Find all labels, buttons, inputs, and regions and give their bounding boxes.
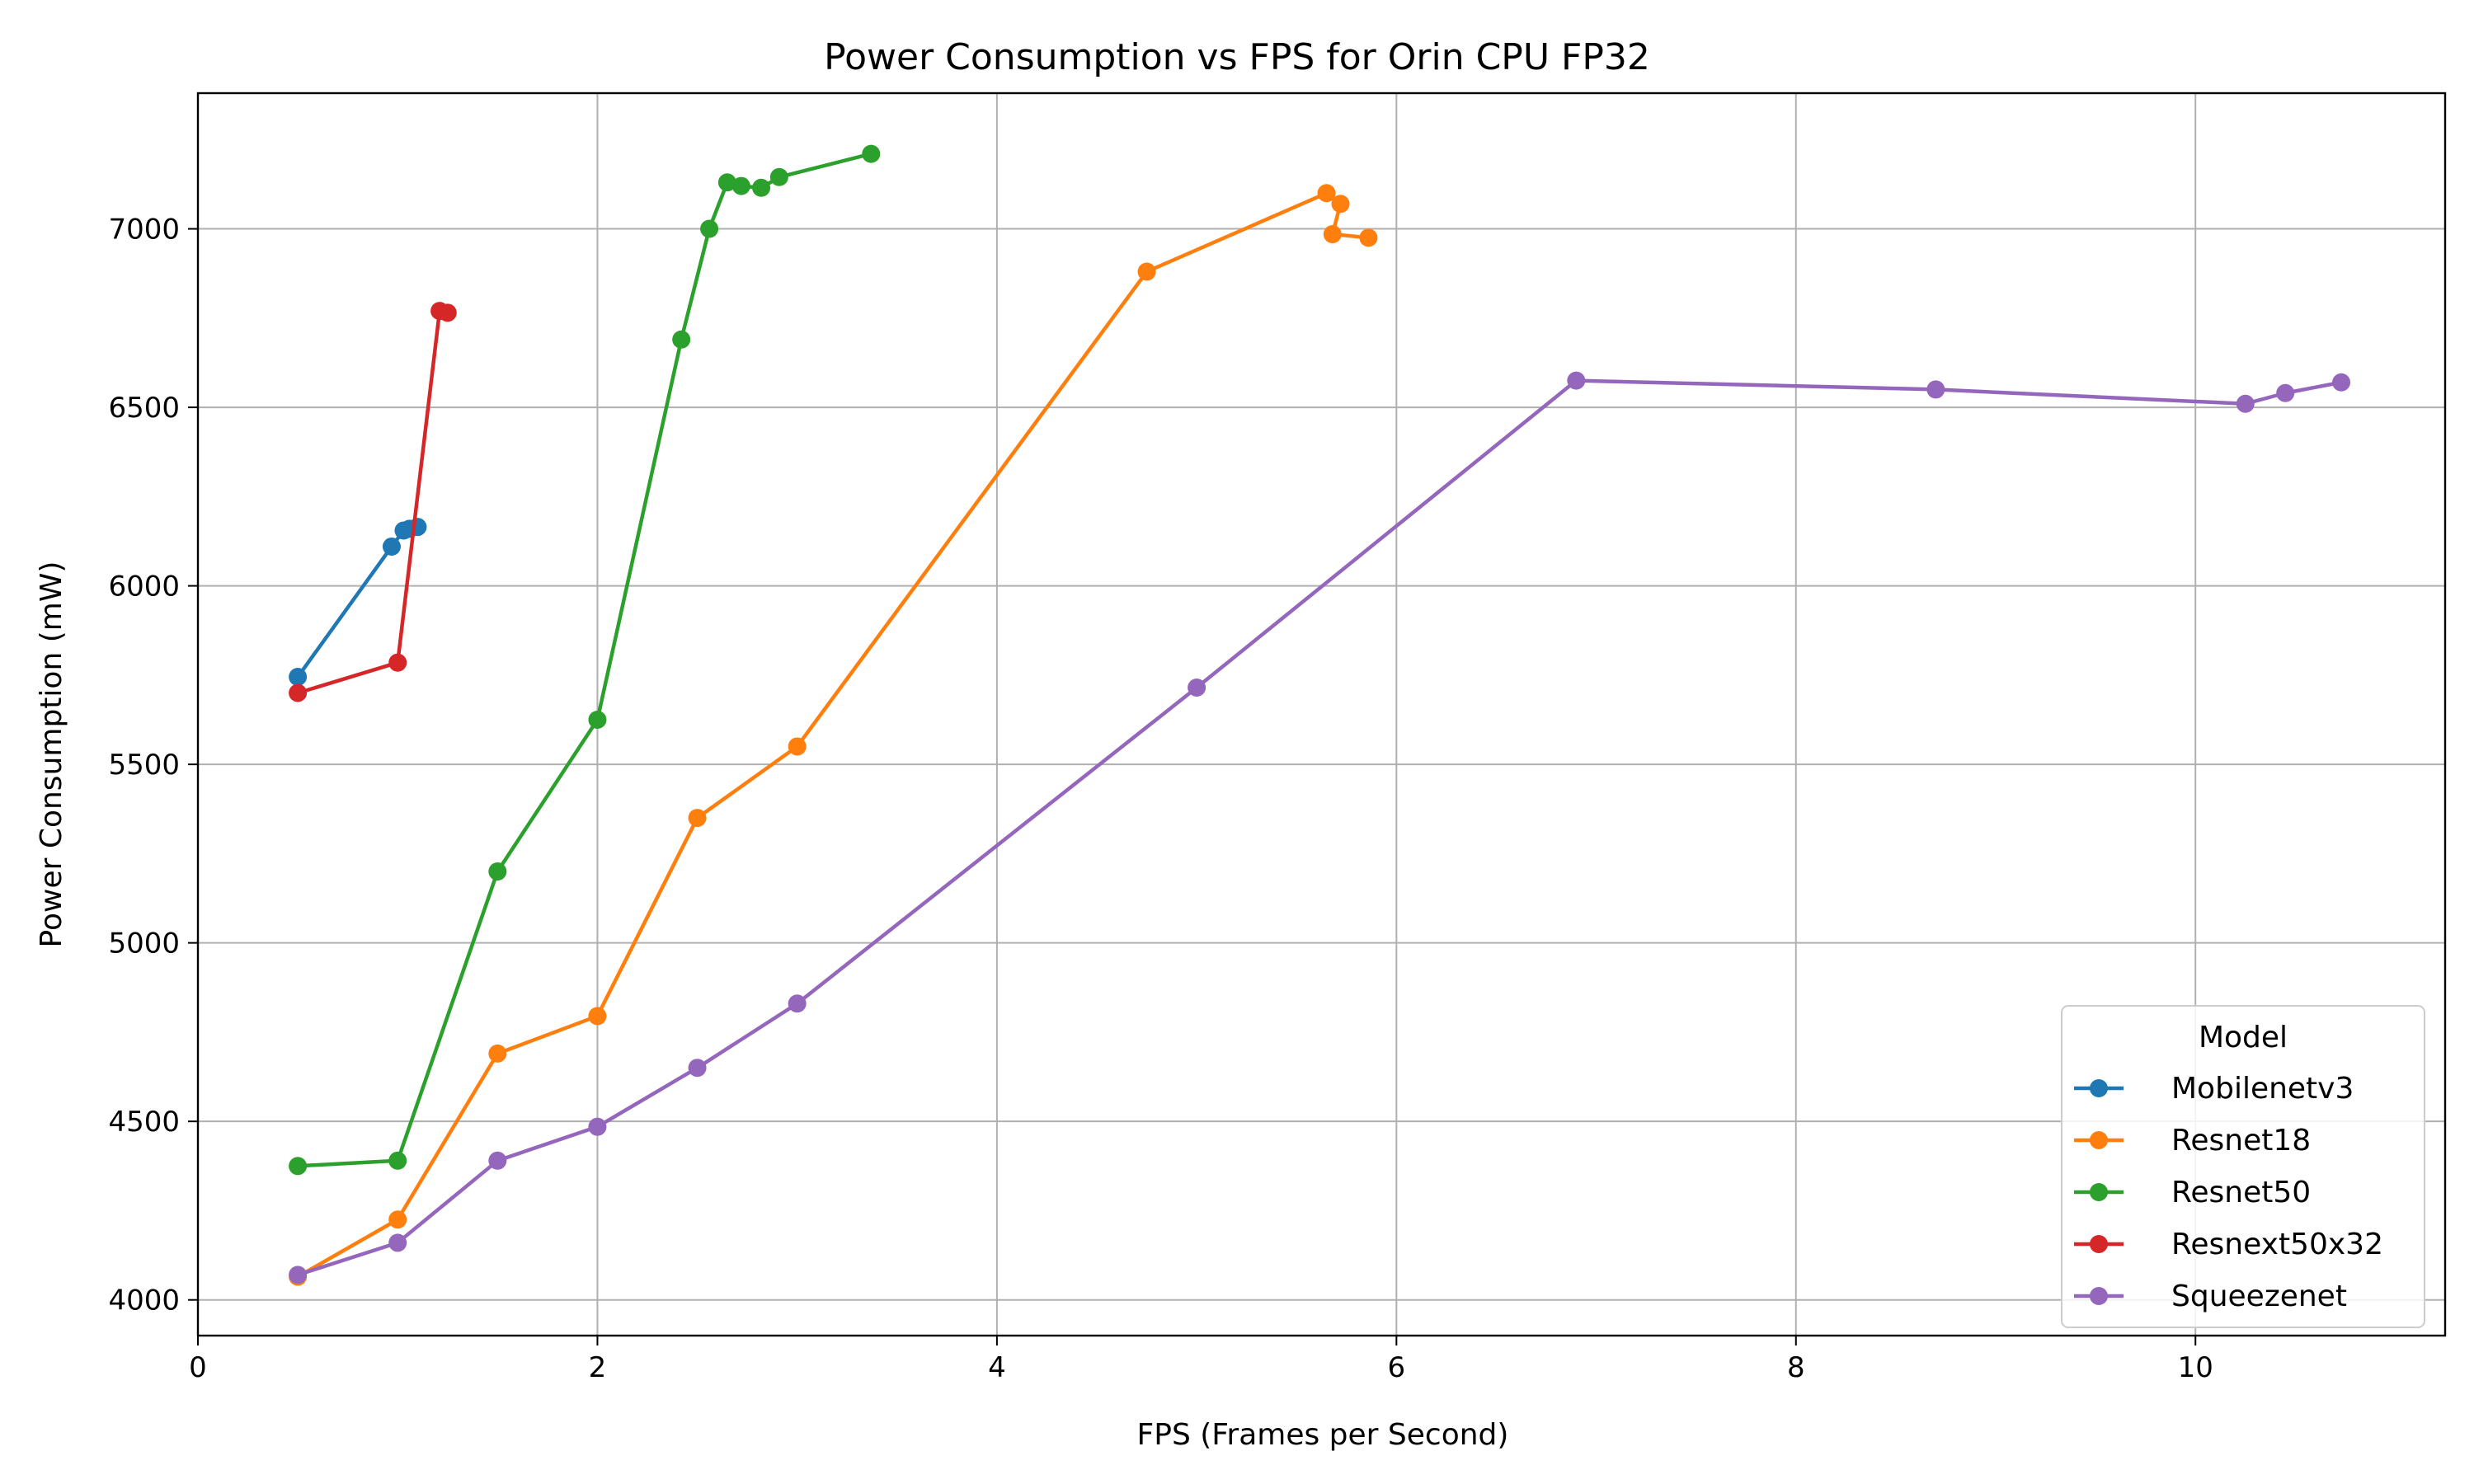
legend-label: Resnext50x32 (2171, 1228, 2383, 1261)
data-point-squeezenet (588, 1117, 607, 1136)
data-point-resnet18 (588, 1007, 607, 1026)
data-point-mobilenetv3 (382, 537, 401, 556)
data-point-resnet50 (588, 710, 607, 729)
y-tick-label: 5500 (108, 749, 180, 782)
data-point-resnet18 (388, 1210, 407, 1229)
data-point-resnet18 (1331, 195, 1350, 214)
series-line-resnet18 (296, 191, 1369, 1279)
y-tick-label: 6000 (108, 571, 180, 603)
y-tick-label: 5000 (108, 928, 180, 960)
y-axis-ticks: 4000 4500 5000 5500 6000 6500 7000 (108, 214, 198, 1317)
x-axis-label: FPS (Frames per Second) (1137, 1418, 1509, 1452)
legend-item-resnet50: Resnet50 (2074, 1176, 2311, 1209)
legend-swatch-marker (2090, 1235, 2108, 1253)
series-group (289, 144, 2351, 1286)
series-line-resnet50 (297, 152, 872, 1168)
x-tick-label: 10 (2178, 1351, 2213, 1384)
data-point-squeezenet (488, 1151, 507, 1170)
y-tick-label: 6500 (108, 392, 180, 425)
legend-swatch-marker (2090, 1131, 2108, 1149)
data-point-resnext50x32 (438, 303, 457, 322)
x-tick-label: 4 (988, 1351, 1006, 1384)
grid-lines (197, 93, 2445, 1336)
x-tick-label: 6 (1388, 1351, 1406, 1384)
series-resnet50 (289, 144, 881, 1176)
data-point-squeezenet (2236, 394, 2255, 413)
y-tick-label: 7000 (108, 214, 180, 247)
plot-frame (196, 92, 2447, 1337)
x-tick-label: 0 (189, 1351, 207, 1384)
data-point-resnet50 (731, 176, 750, 195)
legend-title: Model (2199, 1021, 2288, 1054)
legend-item-squeezenet: Squeezenet (2074, 1280, 2347, 1313)
data-point-squeezenet (1188, 679, 1206, 697)
legend: Model Mobilenetv3 Resnet18 Resnet50 Resnext… (2061, 1005, 2425, 1328)
data-point-squeezenet (688, 1059, 707, 1078)
series-line-squeezenet (297, 378, 2342, 1277)
series-resnet18 (289, 184, 1378, 1286)
data-point-resnet50 (700, 219, 719, 238)
data-point-mobilenetv3 (289, 668, 308, 687)
data-point-resnet18 (688, 809, 707, 828)
data-point-resnext50x32 (289, 683, 308, 702)
series-resnext50x32 (289, 302, 457, 702)
legend-swatch-marker (2090, 1183, 2108, 1201)
legend-swatch-marker (2090, 1287, 2108, 1305)
data-point-squeezenet (2276, 383, 2295, 402)
data-point-squeezenet (388, 1233, 407, 1252)
y-tick-label: 4000 (108, 1284, 180, 1317)
data-point-resnet18 (1323, 225, 1342, 244)
legend-label: Mobilenetv3 (2171, 1072, 2354, 1106)
chart-title: Power Consumption vs FPS for Orin CPU FP… (824, 36, 1650, 78)
x-axis-ticks: 0 2 4 6 8 10 (189, 1336, 2213, 1384)
data-point-resnet18 (1137, 262, 1156, 281)
y-axis-label: Power Consumption (mW) (35, 561, 68, 948)
legend-item-resnext50x32: Resnext50x32 (2074, 1228, 2383, 1261)
data-point-resnet50 (769, 167, 788, 186)
legend-label: Resnet50 (2171, 1176, 2311, 1209)
series-squeezenet (289, 371, 2351, 1284)
data-point-resnet18 (1317, 184, 1336, 203)
data-point-resnet18 (788, 737, 807, 756)
series-line-resnext50x32 (297, 308, 449, 695)
data-point-resnet50 (488, 862, 507, 881)
data-point-resnet50 (388, 1151, 407, 1170)
data-point-squeezenet (1567, 371, 1586, 390)
y-tick-label: 4500 (108, 1106, 180, 1139)
legend-swatch-marker (2090, 1079, 2108, 1097)
legend-item-mobilenetv3: Mobilenetv3 (2074, 1072, 2354, 1106)
data-point-resnet18 (1359, 228, 1378, 247)
data-point-resnet50 (862, 144, 881, 163)
data-point-resnet50 (717, 173, 736, 192)
data-point-squeezenet (1926, 380, 1945, 399)
data-point-resnet50 (672, 330, 691, 349)
legend-label: Resnet18 (2171, 1124, 2311, 1158)
data-point-squeezenet (289, 1266, 308, 1284)
data-point-squeezenet (788, 994, 807, 1013)
legend-item-resnet18: Resnet18 (2074, 1124, 2311, 1158)
legend-label: Squeezenet (2171, 1280, 2347, 1313)
data-point-squeezenet (2332, 373, 2351, 392)
data-point-resnet18 (488, 1044, 507, 1063)
data-point-resnext50x32 (388, 653, 407, 672)
legend-box (2061, 1005, 2425, 1328)
x-tick-label: 2 (589, 1351, 607, 1384)
data-point-resnet50 (752, 178, 771, 197)
x-tick-label: 8 (1787, 1351, 1805, 1384)
data-point-resnet50 (289, 1157, 308, 1176)
